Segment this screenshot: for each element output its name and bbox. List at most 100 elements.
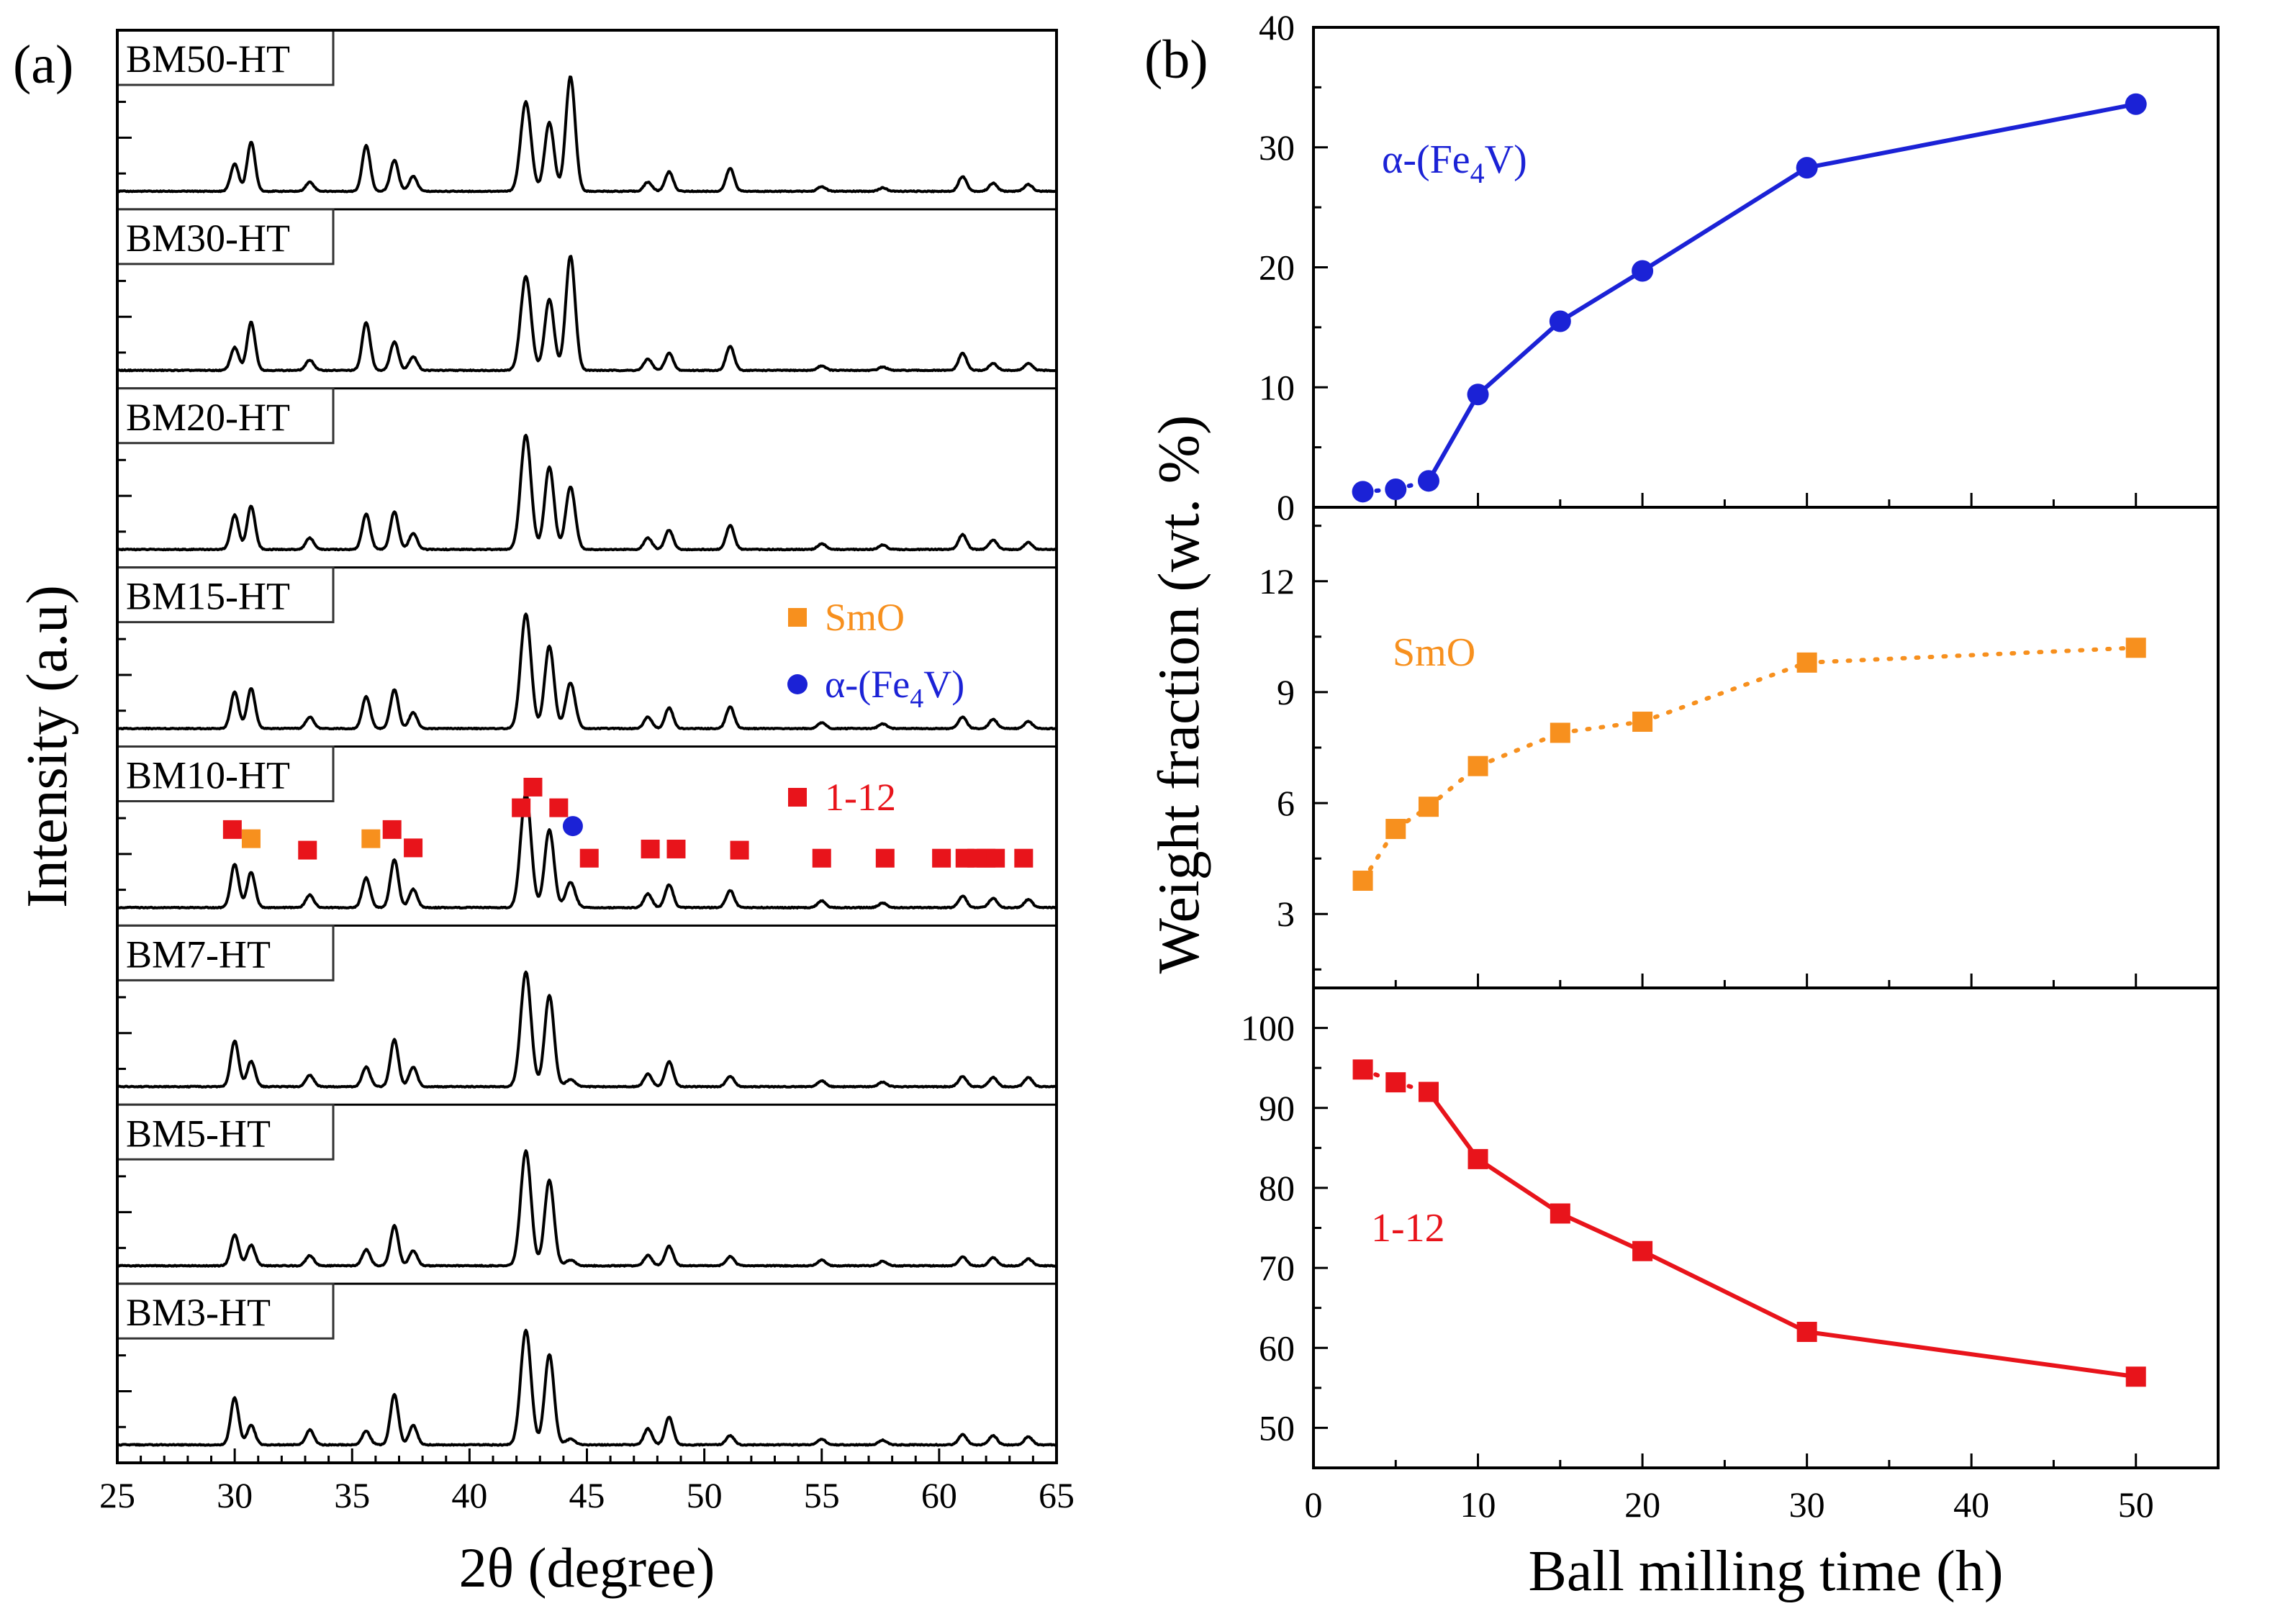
xrd-pattern-BM15-HT: BM15-HT <box>116 566 1057 731</box>
x-tick-label: 50 <box>687 1475 723 1515</box>
x-tick-label: 30 <box>217 1475 253 1515</box>
data-point-α-(Fe4V) <box>1385 478 1407 500</box>
legend-label: SmO <box>825 596 905 639</box>
x-axis-label-a: 2θ (degree) <box>459 1536 715 1599</box>
series-segment-1-12 <box>1804 1330 2138 1379</box>
marker-1-12 <box>382 820 402 839</box>
y-axis-label-a: Intensity (a.u) <box>16 585 79 908</box>
marker-1-12 <box>932 848 951 868</box>
legend-a: SmO α-(Fe4V) 1-12 <box>787 596 964 819</box>
data-point-α-(Fe4V) <box>1467 384 1489 406</box>
marker-1-12 <box>730 840 749 860</box>
subplot-frame <box>1312 26 2220 509</box>
data-point-SmO <box>1796 652 1817 673</box>
series-segment-1-12 <box>1640 1248 1809 1335</box>
x-tick-label: 50 <box>2118 1484 2154 1525</box>
subplot-SmO: 3 6 9 12 SmO <box>1259 506 2220 989</box>
pattern-line-BM50-HT <box>116 75 1057 194</box>
series-segment-SmO <box>1804 645 2138 665</box>
xrd-pattern-BM20-HT: BM20-HT <box>116 387 1057 552</box>
x-tick-label: 0 <box>1305 1484 1323 1525</box>
data-point-1-12 <box>1550 1203 1570 1224</box>
xrd-pattern-BM5-HT: BM5-HT <box>116 1103 1057 1268</box>
marker-1-12 <box>986 848 1005 868</box>
y-tick-label: 50 <box>1259 1407 1295 1448</box>
y-tick-label: 20 <box>1259 248 1295 288</box>
legend-label: α-(Fe4V) <box>825 663 964 714</box>
marker-smo <box>241 829 261 848</box>
sample-label-text: BM30-HT <box>126 217 290 260</box>
y-tick-label: 30 <box>1259 127 1295 168</box>
data-point-α-(Fe4V) <box>1352 481 1374 503</box>
series-segment-SmO <box>1475 730 1562 768</box>
data-point-SmO <box>1352 870 1373 891</box>
panel-b-weight-fraction: (b) 0 10 20 30 40 α-(Fe4V) 3 6 9 12 SmO 50 60 70 80 90 10… <box>1144 7 2220 1603</box>
sample-label-text: BM3-HT <box>126 1291 271 1334</box>
marker-1-12 <box>549 798 569 817</box>
subplot-1-12: 50 60 70 80 90 100 1-12 <box>1241 986 2220 1469</box>
sample-label-BM30-HT: BM30-HT <box>116 208 335 266</box>
marker-alpha-fe4v <box>562 816 583 837</box>
sample-label-box <box>116 566 335 624</box>
series-segment-SmO <box>1360 827 1398 883</box>
series-segment-α-(Fe4V) <box>1426 392 1480 484</box>
series-segment-SmO <box>1640 660 1809 725</box>
pattern-line-BM7-HT <box>116 970 1058 1089</box>
sample-label-box <box>116 924 335 981</box>
sample-label-text: BM5-HT <box>126 1112 271 1155</box>
data-point-1-12 <box>1632 1240 1653 1261</box>
y-tick-label: 40 <box>1259 7 1295 47</box>
series-label-SmO: SmO <box>1393 630 1475 675</box>
x-tick-label: 35 <box>334 1475 370 1515</box>
xrd-pattern-BM3-HT: BM3-HT <box>116 1282 1057 1447</box>
data-point-1-12 <box>1796 1322 1817 1343</box>
y-tick-label: 3 <box>1277 894 1295 934</box>
legend-marker <box>788 788 807 807</box>
sample-label-BM7-HT: BM7-HT <box>116 924 335 981</box>
data-point-α-(Fe4V) <box>1549 310 1571 332</box>
x-tick-label: 65 <box>1039 1475 1075 1515</box>
sample-label-BM10-HT: BM10-HT <box>116 745 335 802</box>
y-tick-label: 6 <box>1277 783 1295 823</box>
series-label-α-(Fe4V): α-(Fe4V) <box>1382 137 1527 189</box>
marker-1-12 <box>812 848 831 868</box>
subplot-α-(Fe4V): 0 10 20 30 40 α-(Fe4V) <box>1259 7 2220 527</box>
y-tick-label: 80 <box>1259 1168 1295 1208</box>
marker-1-12 <box>298 840 317 860</box>
data-point-SmO <box>1550 722 1570 743</box>
series-label-1-12: 1-12 <box>1371 1206 1445 1251</box>
marker-1-12 <box>641 839 660 858</box>
panel-a-xrd-patterns: (a) BM50-HT BM30-HT BM20-HT BM15-HT BM10-HT BM… <box>13 29 1075 1599</box>
y-tick-label: 90 <box>1259 1088 1295 1128</box>
marker-1-12 <box>875 848 895 868</box>
panel-a-label: (a) <box>13 35 73 95</box>
xrd-pattern-BM7-HT: BM7-HT <box>116 924 1058 1089</box>
x-tick-label: 25 <box>99 1475 135 1515</box>
x-tick-label: 10 <box>1460 1484 1496 1525</box>
y-tick-label: 12 <box>1259 561 1295 602</box>
sample-label-text: BM7-HT <box>126 933 271 976</box>
y-tick-label: 100 <box>1241 1008 1295 1048</box>
x-tick-label: 55 <box>804 1475 840 1515</box>
pattern-line-BM3-HT <box>117 1328 1057 1447</box>
marker-1-12 <box>666 839 686 858</box>
marker-smo <box>361 829 381 848</box>
subplot-frame <box>1312 506 2220 989</box>
series-segment-α-(Fe4V) <box>1557 268 1645 324</box>
series-segment-α-(Fe4V) <box>1640 165 1809 273</box>
data-point-α-(Fe4V) <box>1417 470 1439 492</box>
y-axis-label-b: Weight fraction (wt. %) <box>1146 415 1211 974</box>
sample-label-box <box>116 29 335 86</box>
data-point-SmO <box>1385 819 1406 840</box>
data-point-1-12 <box>1467 1148 1488 1169</box>
legend-label: 1-12 <box>825 776 896 819</box>
series-segment-SmO <box>1557 720 1645 735</box>
phase-markers <box>222 777 1034 868</box>
marker-1-12 <box>1014 848 1034 868</box>
pattern-line-BM5-HT <box>116 1149 1057 1268</box>
series-segment-1-12 <box>1475 1156 1562 1216</box>
sample-label-text: BM20-HT <box>126 396 290 439</box>
data-point-1-12 <box>1418 1081 1439 1102</box>
sample-label-text: BM50-HT <box>126 37 290 81</box>
